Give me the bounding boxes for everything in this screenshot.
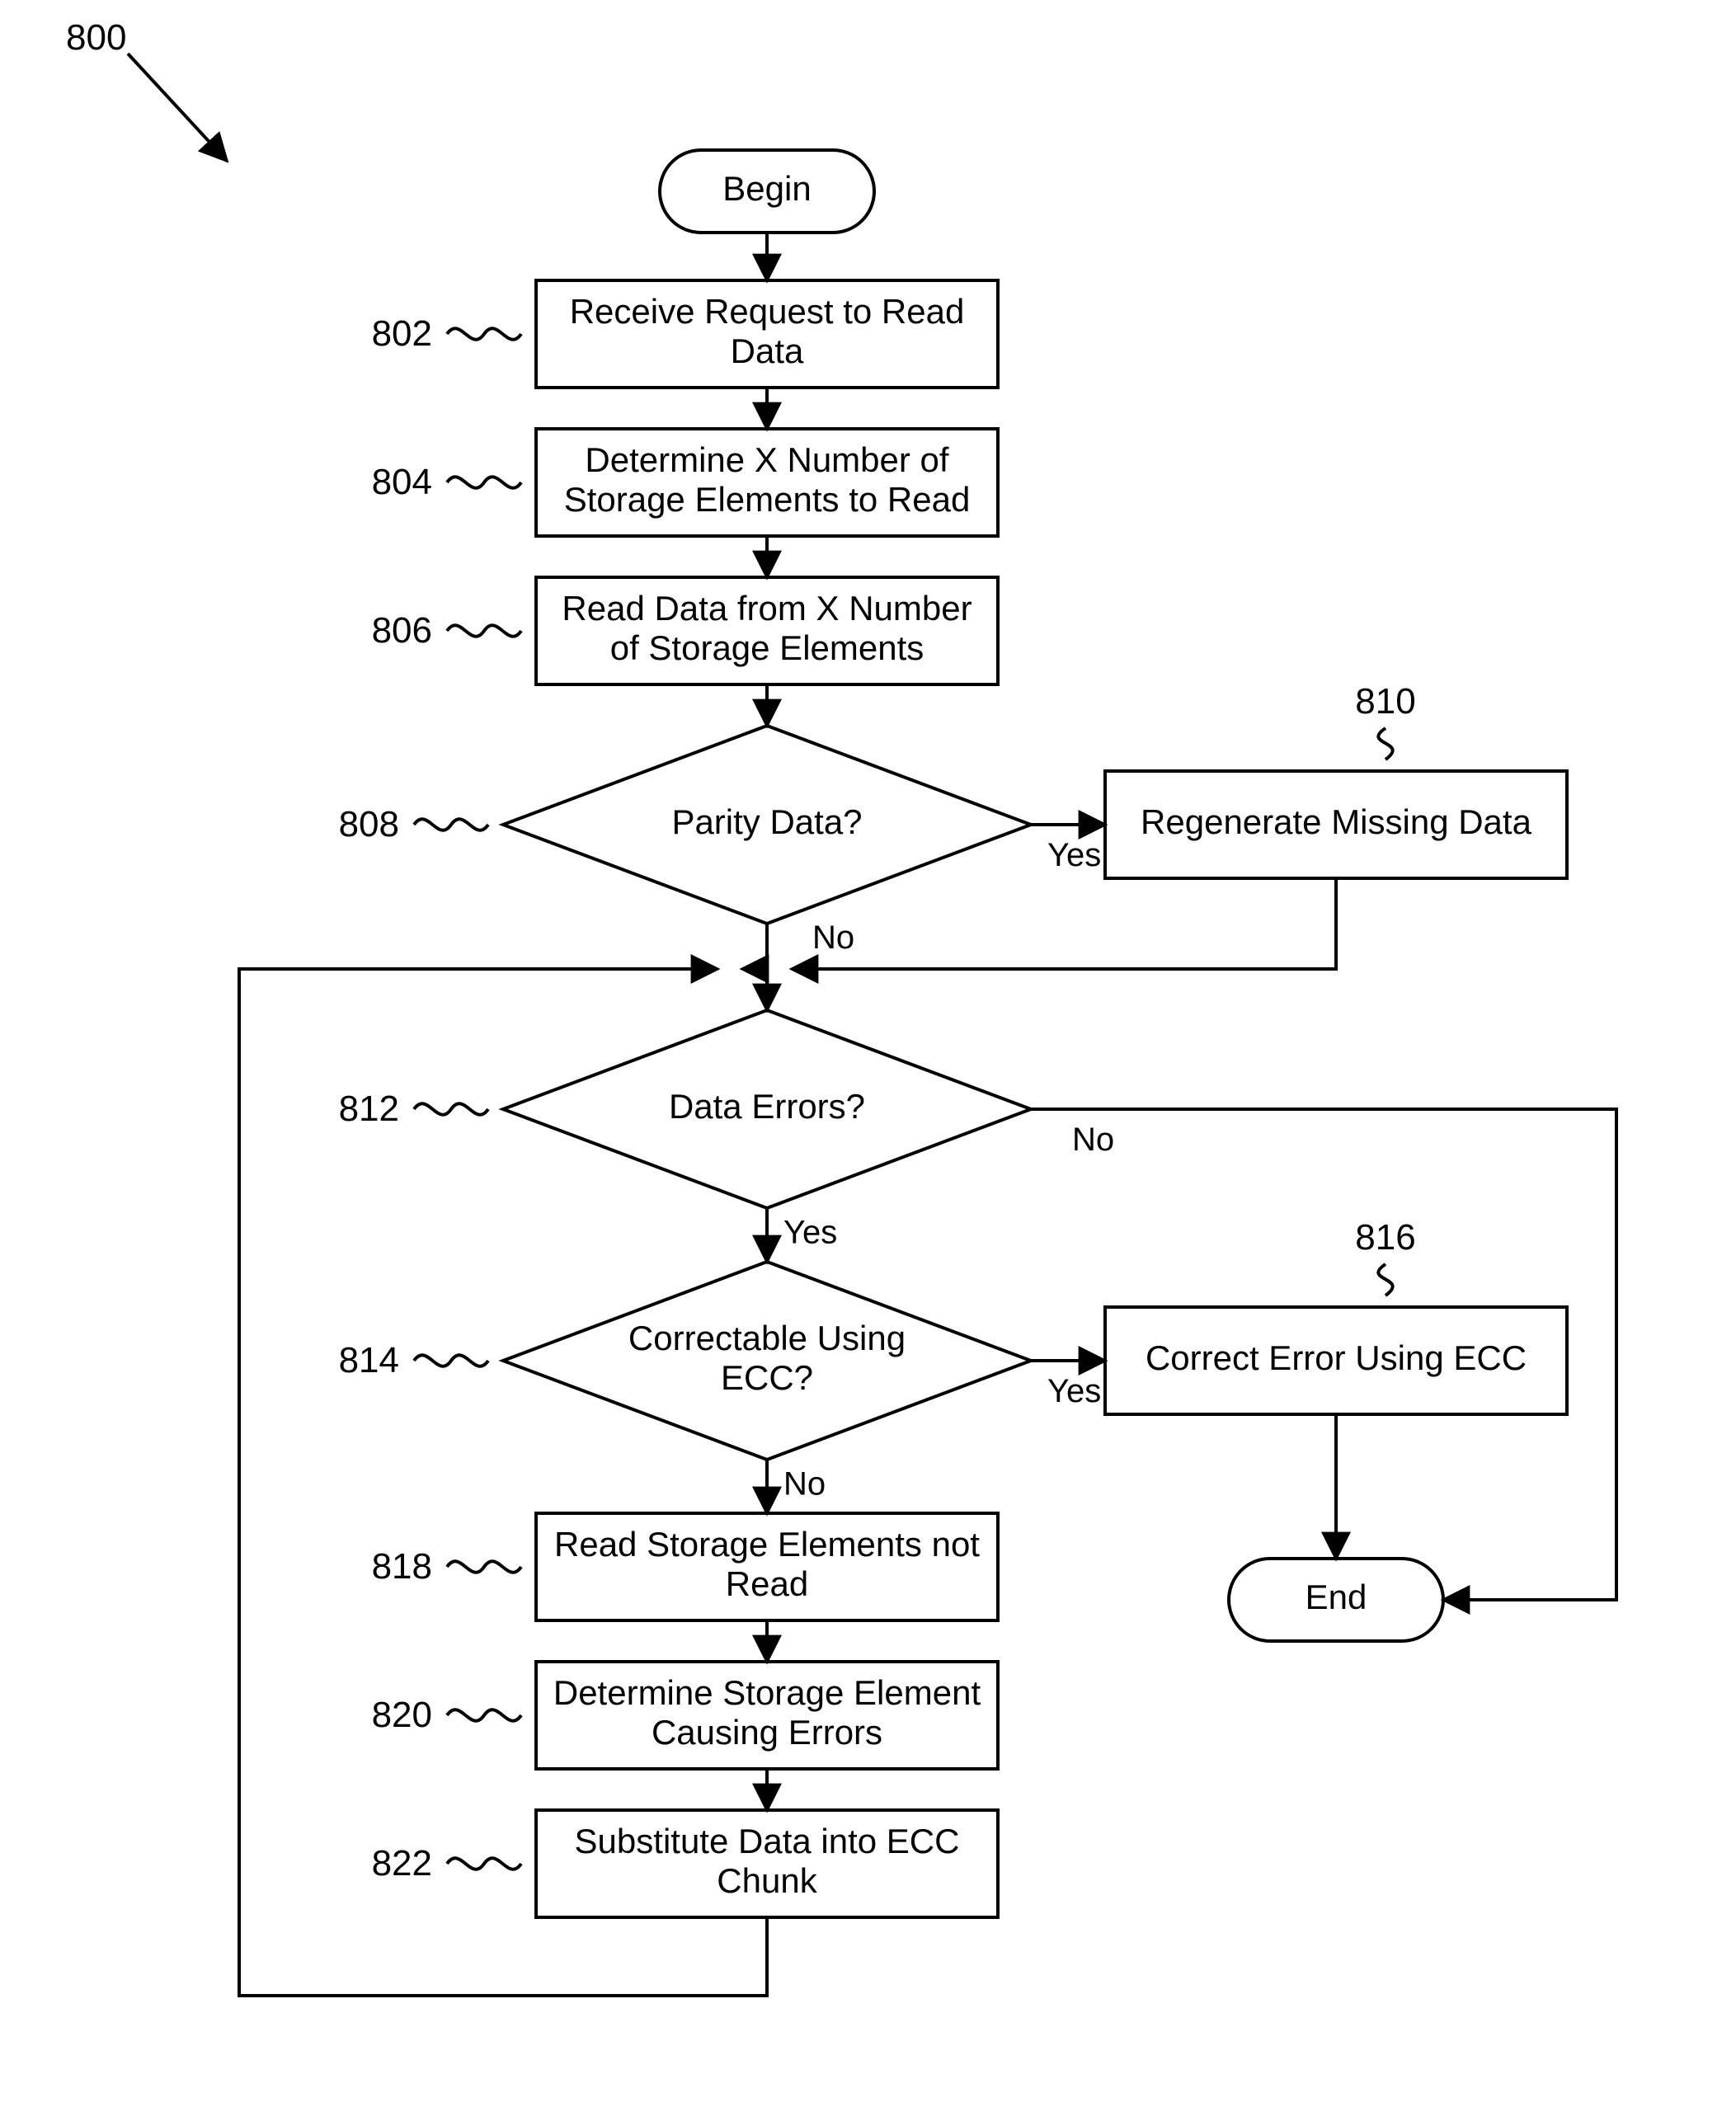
svg-text:Causing Errors: Causing Errors (652, 1713, 882, 1752)
edge-label: No (812, 919, 854, 956)
ref-812: 812 (339, 1089, 399, 1129)
svg-text:Receive Request to Read: Receive Request to Read (570, 292, 965, 331)
svg-text:Data: Data (731, 332, 804, 370)
ref-802: 802 (372, 313, 432, 354)
ref-814: 814 (339, 1340, 399, 1380)
ref-806: 806 (372, 610, 432, 651)
figure-arrow (128, 54, 227, 161)
svg-text:Begin: Begin (722, 169, 811, 208)
edge-label: Yes (1047, 1373, 1101, 1409)
svg-text:Storage Elements to Read: Storage Elements to Read (564, 480, 971, 519)
svg-text:End: End (1306, 1578, 1367, 1616)
svg-text:Substitute Data into ECC: Substitute Data into ECC (575, 1822, 960, 1860)
edge (792, 878, 1336, 969)
ref-822: 822 (372, 1843, 432, 1884)
ref-816: 816 (1355, 1217, 1415, 1258)
svg-text:Read Data from X Number: Read Data from X Number (562, 589, 972, 628)
ref-808: 808 (339, 804, 399, 844)
svg-text:Regenerate Missing Data: Regenerate Missing Data (1141, 802, 1532, 841)
svg-text:Correctable Using: Correctable Using (628, 1319, 906, 1357)
edge-label: Yes (783, 1215, 837, 1251)
svg-text:ECC?: ECC? (721, 1358, 813, 1397)
edge-label: Yes (1047, 837, 1101, 873)
ref-810: 810 (1355, 681, 1415, 722)
ref-818: 818 (372, 1546, 432, 1587)
svg-text:Read: Read (726, 1564, 808, 1603)
edge (742, 924, 767, 969)
svg-text:Chunk: Chunk (717, 1861, 817, 1900)
svg-text:Data Errors?: Data Errors? (669, 1087, 865, 1126)
edge-label: No (1072, 1122, 1114, 1158)
svg-text:of Storage Elements: of Storage Elements (610, 628, 924, 667)
svg-text:Correct Error Using ECC: Correct Error Using ECC (1146, 1338, 1527, 1377)
svg-text:Parity Data?: Parity Data? (671, 802, 862, 841)
svg-text:Determine X Number of: Determine X Number of (585, 440, 948, 479)
ref-804: 804 (372, 462, 432, 502)
edge-label: No (783, 1466, 826, 1503)
svg-text:Determine Storage Element: Determine Storage Element (553, 1673, 981, 1712)
figure-label: 800 (66, 17, 126, 58)
svg-text:Read Storage Elements not: Read Storage Elements not (554, 1525, 980, 1564)
ref-820: 820 (372, 1695, 432, 1735)
